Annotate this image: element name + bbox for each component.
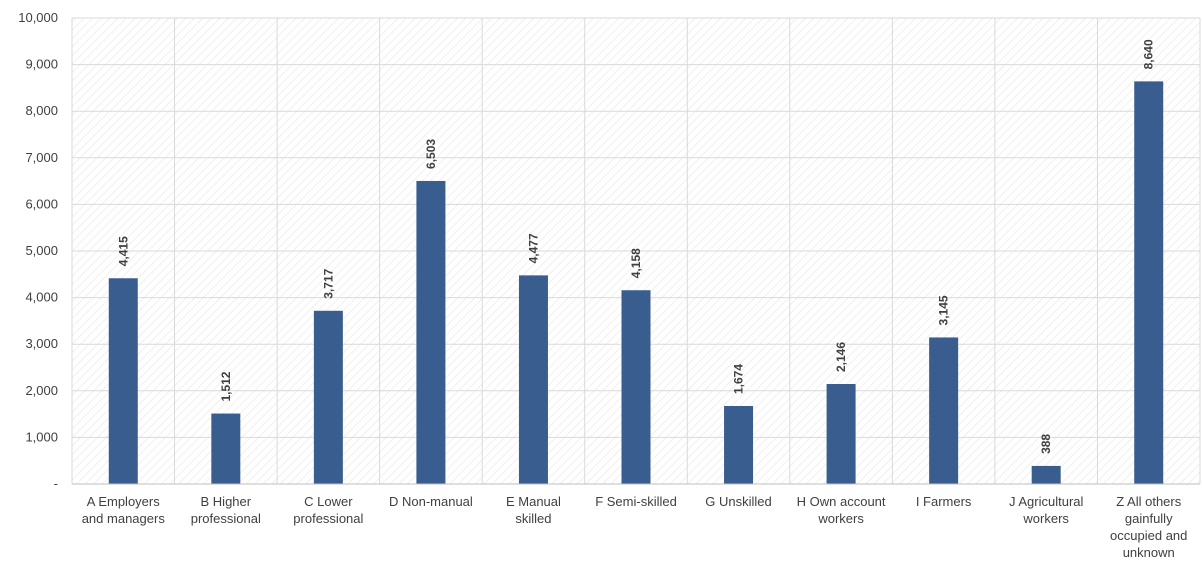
y-tick-label: 9,000 [25, 57, 58, 72]
x-tick-label: Z All others gainfully occupied and unknown [1110, 494, 1187, 560]
x-tick-label: G Unskilled [705, 494, 771, 509]
x-tick-label: H Own account workers [797, 494, 886, 526]
data-label: 4,158 [629, 248, 643, 278]
y-axis: - 1,000 2,000 3,000 4,000 5,000 6,000 7,000 8,00… [18, 10, 58, 491]
x-tick-label: F Semi-skilled [595, 494, 677, 509]
data-label: 1,512 [219, 371, 233, 401]
bar [518, 275, 548, 484]
data-labels: 4,415 1,512 3,717 6,503 4,477 4,158 1,674 2,146… [116, 39, 1155, 454]
bar [724, 405, 754, 484]
bar [826, 383, 856, 484]
data-label: 6,503 [424, 139, 438, 169]
y-tick-label: 5,000 [25, 243, 58, 258]
y-tick-label: 6,000 [25, 196, 58, 211]
x-tick-label: E Manual skilled [506, 494, 561, 526]
data-label: 4,415 [116, 236, 130, 266]
bar [1134, 81, 1164, 484]
y-tick-label: - [54, 476, 58, 491]
bar [416, 180, 446, 484]
bar [621, 290, 651, 484]
y-tick-label: 2,000 [25, 383, 58, 398]
data-label: 3,145 [937, 295, 951, 325]
data-label: 2,146 [834, 342, 848, 372]
data-label: 388 [1039, 434, 1053, 454]
data-label: 3,717 [321, 268, 335, 298]
grid-lines [71, 17, 1201, 485]
x-tick-label: A Employers and managers [82, 494, 166, 526]
bar [929, 337, 959, 484]
x-tick-label: J Agricultural workers [1009, 494, 1084, 526]
bars [108, 81, 1164, 484]
bar [211, 413, 241, 484]
bar [1031, 465, 1061, 484]
x-tick-label: C Lower professional [293, 494, 363, 526]
y-tick-label: 8,000 [25, 103, 58, 118]
bar [313, 310, 343, 484]
data-label: 8,640 [1142, 39, 1156, 69]
x-tick-label: B Higher professional [191, 494, 261, 526]
y-tick-label: 3,000 [25, 336, 58, 351]
data-label: 1,674 [732, 364, 746, 394]
data-label: 4,477 [526, 233, 540, 263]
y-tick-label: 7,000 [25, 150, 58, 165]
y-tick-label: 10,000 [18, 10, 58, 25]
x-tick-label: D Non-manual [389, 494, 473, 509]
x-tick-label: I Farmers [916, 494, 972, 509]
x-axis: A Employers and managers B Higher professio… [72, 483, 1200, 560]
bar [108, 278, 138, 484]
y-tick-label: 1,000 [25, 429, 58, 444]
y-tick-label: 4,000 [25, 290, 58, 305]
